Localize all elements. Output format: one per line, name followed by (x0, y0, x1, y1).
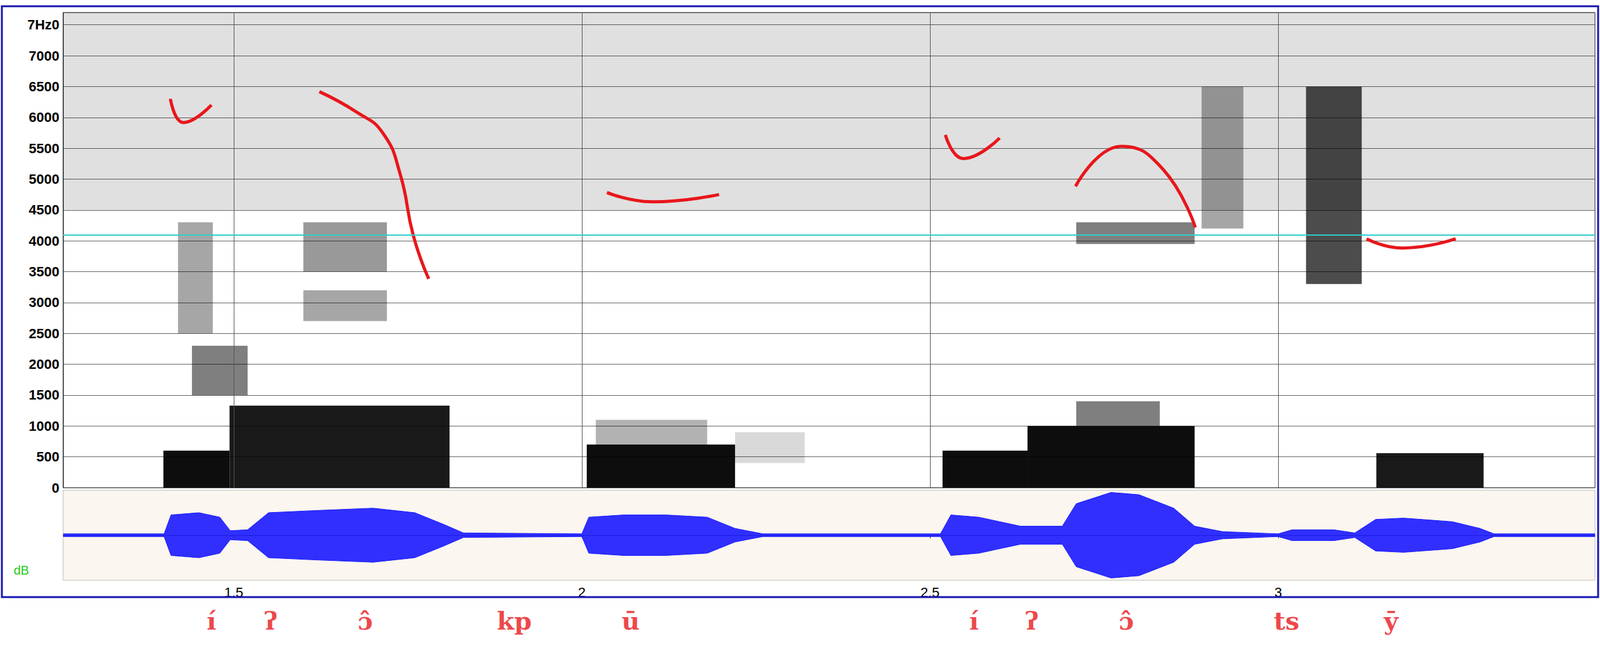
svg-text:ɔ̂: ɔ̂ (1118, 605, 1134, 635)
svg-text:4000: 4000 (28, 233, 60, 249)
svg-text:2500: 2500 (28, 325, 60, 342)
svg-text:3000: 3000 (28, 294, 60, 310)
svg-text:3: 3 (1274, 584, 1282, 600)
svg-text:6500: 6500 (28, 78, 60, 95)
svg-text:5000: 5000 (28, 171, 60, 187)
svg-text:ʔ: ʔ (263, 605, 278, 635)
svg-text:ȳ: ȳ (1383, 605, 1400, 635)
svg-text:í: í (969, 605, 979, 635)
svg-text:1.5: 1.5 (224, 584, 244, 600)
svg-text:500: 500 (36, 448, 60, 465)
svg-text:7000: 7000 (28, 48, 60, 64)
svg-text:7Hz0: 7Hz0 (27, 16, 60, 33)
svg-text:dB: dB (13, 563, 29, 577)
svg-text:4500: 4500 (28, 201, 60, 218)
svg-text:5500: 5500 (28, 140, 60, 157)
svg-text:ʔ: ʔ (1025, 605, 1039, 635)
svg-text:2000: 2000 (28, 356, 60, 372)
svg-text:3500: 3500 (28, 263, 60, 280)
svg-text:6000: 6000 (28, 109, 60, 125)
svg-text:2: 2 (578, 584, 586, 600)
svg-text:í: í (206, 605, 217, 635)
svg-text:ɔ̂: ɔ̂ (357, 605, 373, 635)
svg-text:0: 0 (51, 480, 60, 496)
svg-text:1000: 1000 (28, 418, 60, 434)
svg-text:kp: kp (496, 605, 532, 635)
svg-text:ū: ū (621, 605, 640, 635)
svg-text:2.5: 2.5 (920, 584, 940, 600)
svg-text:1500: 1500 (28, 386, 60, 403)
svg-text:ts: ts (1273, 605, 1300, 635)
